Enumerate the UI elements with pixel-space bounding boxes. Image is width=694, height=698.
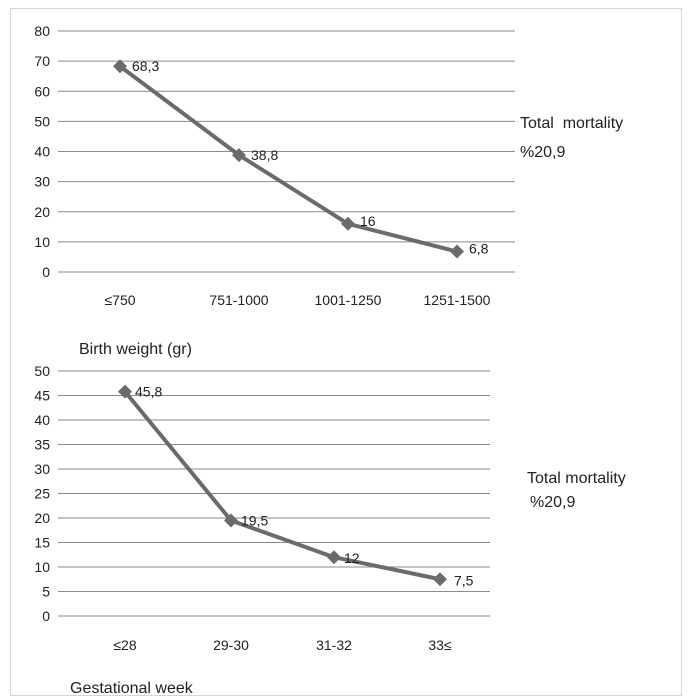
birth-weight-x-tick-label: 751-1000 — [209, 292, 268, 308]
birth-weight-data-label: 16 — [360, 213, 376, 229]
birth-weight-x-tick-label: 1251-1500 — [424, 292, 491, 308]
birth-weight-y-ticks: 0 10 20 30 40 50 60 70 80 — [34, 23, 50, 280]
birth-weight-y-tick-label: 20 — [34, 204, 50, 220]
gestational-week-series — [118, 384, 447, 587]
birth-weight-y-tick-label: 70 — [34, 53, 50, 69]
birth-weight-data-label: 38,8 — [251, 147, 278, 163]
gestational-week-data-point — [327, 550, 341, 565]
birth-weight-y-tick-label: 10 — [34, 234, 50, 250]
gestational-week-chart: 0 5 10 15 20 25 30 35 40 45 50 ≤28 29-30 31-32 33≤ 45… — [34, 363, 625, 697]
gestational-week-y-tick-label: 10 — [34, 559, 50, 575]
birth-weight-data-labels: 68,3 38,8 16 6,8 — [132, 58, 489, 256]
birth-weight-chart: 0 10 20 30 40 50 60 70 80 ≤750 751-1000 1001-1250 1… — [34, 23, 623, 358]
gestational-week-y-tick-label: 25 — [34, 486, 50, 502]
gestational-week-x-tick-label: 29-30 — [213, 637, 249, 653]
gestational-week-y-tick-label: 40 — [34, 412, 50, 428]
gestational-week-x-tick-label: ≤28 — [113, 637, 136, 653]
birth-weight-x-axis-title: Birth weight (gr) — [79, 341, 192, 358]
birth-weight-y-tick-label: 80 — [34, 23, 50, 39]
birth-weight-x-ticks: ≤750 751-1000 1001-1250 1251-1500 — [104, 292, 490, 308]
figure-frame — [10, 8, 682, 696]
gestational-week-x-axis-title: Gestational week — [70, 680, 194, 697]
gestational-week-data-point — [433, 572, 447, 587]
gestational-week-y-tick-label: 30 — [34, 461, 50, 477]
gestational-week-data-point — [224, 513, 238, 528]
gestational-week-data-labels: 45,8 19,5 12 7,5 — [135, 384, 474, 589]
birth-weight-data-label: 6,8 — [469, 241, 489, 257]
gestational-week-y-tick-label: 50 — [34, 363, 50, 379]
gestational-week-x-tick-label: 31-32 — [316, 637, 352, 653]
birth-weight-x-tick-label: 1001-1250 — [315, 292, 382, 308]
gestational-week-y-ticks: 0 5 10 15 20 25 30 35 40 45 50 — [34, 363, 50, 624]
gestational-week-series-line — [123, 390, 441, 582]
birth-weight-y-tick-label: 0 — [42, 264, 50, 280]
gestational-week-y-tick-label: 15 — [34, 535, 50, 551]
birth-weight-data-point — [341, 216, 355, 231]
gestational-week-total-mortality-value: %20,9 — [530, 494, 575, 511]
gestational-week-y-tick-label: 0 — [42, 608, 50, 624]
gestational-week-data-label: 7,5 — [454, 572, 474, 588]
gestational-week-data-label: 45,8 — [135, 384, 162, 400]
birth-weight-data-point — [450, 244, 464, 259]
gestational-week-y-tick-label: 35 — [34, 437, 50, 453]
birth-weight-series-line — [118, 64, 458, 254]
gestational-week-x-tick-label: 33≤ — [428, 637, 452, 653]
gestational-week-y-tick-label: 45 — [34, 388, 50, 404]
birth-weight-data-point — [232, 148, 246, 163]
birth-weight-series — [113, 59, 464, 259]
gestational-week-total-mortality-label: Total mortality — [527, 470, 626, 487]
birth-weight-y-tick-label: 30 — [34, 174, 50, 190]
gestational-week-data-point — [118, 384, 132, 399]
gestational-week-data-label: 12 — [344, 550, 360, 566]
gestational-week-y-tick-label: 5 — [42, 584, 50, 600]
birth-weight-y-tick-label: 50 — [34, 113, 50, 129]
birth-weight-y-tick-label: 40 — [34, 144, 50, 160]
birth-weight-x-tick-label: ≤750 — [104, 292, 135, 308]
birth-weight-y-tick-label: 60 — [34, 83, 50, 99]
birth-weight-data-point — [113, 59, 127, 74]
gestational-week-y-tick-label: 20 — [34, 510, 50, 526]
birth-weight-data-label: 68,3 — [132, 58, 159, 74]
birth-weight-gridlines — [58, 30, 515, 273]
gestational-week-data-label: 19,5 — [241, 512, 268, 528]
gestational-week-x-ticks: ≤28 29-30 31-32 33≤ — [113, 637, 452, 653]
birth-weight-total-mortality-label: Total mortality — [520, 115, 623, 132]
birth-weight-total-mortality-value: %20,9 — [520, 144, 565, 161]
gestational-week-gridlines — [58, 370, 490, 617]
